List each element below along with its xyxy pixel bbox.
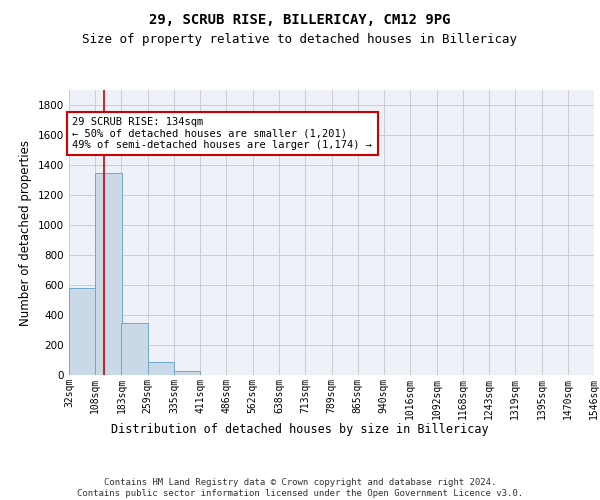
Bar [95, 172, 122, 375]
Text: 29, SCRUB RISE, BILLERICAY, CM12 9PG: 29, SCRUB RISE, BILLERICAY, CM12 9PG [149, 12, 451, 26]
Text: 29 SCRUB RISE: 134sqm
← 50% of detached houses are smaller (1,201)
49% of semi-d: 29 SCRUB RISE: 134sqm ← 50% of detached … [73, 117, 373, 150]
Text: Size of property relative to detached houses in Billericay: Size of property relative to detached ho… [83, 32, 517, 46]
Bar [121, 322, 148, 375]
Bar [69, 288, 95, 375]
Text: Distribution of detached houses by size in Billericay: Distribution of detached houses by size … [111, 422, 489, 436]
Bar [174, 370, 200, 375]
Bar [148, 362, 174, 375]
Y-axis label: Number of detached properties: Number of detached properties [19, 140, 32, 326]
Text: Contains HM Land Registry data © Crown copyright and database right 2024.
Contai: Contains HM Land Registry data © Crown c… [77, 478, 523, 498]
